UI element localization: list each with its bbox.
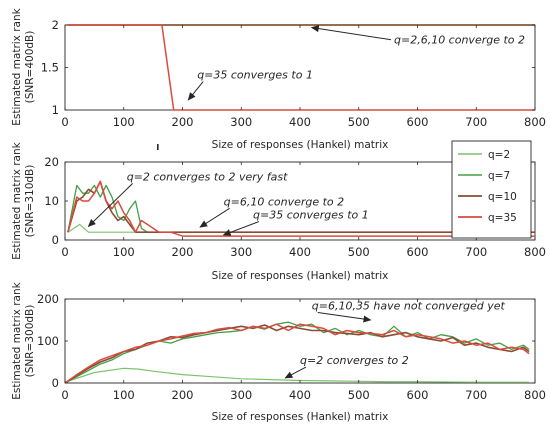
x-tick-label: 100 xyxy=(113,245,135,259)
legend-box xyxy=(451,140,532,239)
x-tick-label: 200 xyxy=(172,115,194,129)
series-line-q2 xyxy=(64,367,530,383)
legend-label: q=7 xyxy=(488,170,510,182)
annotation-arrow xyxy=(199,207,230,228)
x-tick-label: 0 xyxy=(61,115,68,129)
y-tick-label: 200 xyxy=(37,292,59,306)
x-tick-label: 500 xyxy=(348,115,370,129)
y-tick-label: 10 xyxy=(44,194,59,208)
x-tick-label: 300 xyxy=(230,245,252,259)
x-axis-label: Size of responses (Hankel) matrix xyxy=(212,139,389,151)
dot-mark xyxy=(157,144,159,150)
series-line-q10 xyxy=(67,180,535,233)
x-tick-label: 800 xyxy=(524,388,546,402)
annotation-text: q=35 converges to 1 xyxy=(197,69,313,82)
y-tick-label: 1 xyxy=(52,103,59,117)
y-tick-label: 20 xyxy=(44,155,59,169)
legend: q=2 q=7 q=10 q=35 xyxy=(451,140,532,239)
x-axis-label: Size of responses (Hankel) matrix xyxy=(212,270,389,282)
series-line-q2 xyxy=(67,223,535,233)
y-axis-label-snr: (SNR=400dB) xyxy=(24,31,36,104)
y-tick-label: 100 xyxy=(37,334,59,348)
stray-dot xyxy=(157,144,159,150)
x-tick-label: 0 xyxy=(61,245,68,259)
x-tick-label: 800 xyxy=(524,115,546,129)
chart-panel-1: 0 100 200 300 400 500 600 700 800 1 1.5 2 Size of re… xyxy=(11,7,546,151)
x-tick-label: 100 xyxy=(113,115,135,129)
annotation-text: q=6,10 converge to 2 xyxy=(224,195,345,208)
x-tick-label: 700 xyxy=(465,245,487,259)
annotation-text: q=2 converges to 2 very fast xyxy=(127,170,288,183)
series-line-q7 xyxy=(64,321,530,384)
annotation-arrow xyxy=(87,182,134,228)
x-tick-label: 700 xyxy=(465,388,487,402)
x-tick-label: 500 xyxy=(348,245,370,259)
x-tick-label: 300 xyxy=(230,115,252,129)
series-line-q10 xyxy=(64,324,530,384)
annotation-text: q=2,6,10 converge to 2 xyxy=(394,34,525,47)
x-tick-label: 600 xyxy=(407,245,429,259)
annotation-arrow xyxy=(284,366,307,379)
legend-label: q=2 xyxy=(488,149,510,161)
x-tick-label: 400 xyxy=(289,388,311,402)
annotation-text: q=35 converges to 1 xyxy=(253,209,369,222)
legend-label: q=10 xyxy=(488,191,517,203)
x-tick-label: 200 xyxy=(172,245,194,259)
chart-panel-3: 0 100 200 300 400 500 600 700 800 0 100 200 Size of … xyxy=(11,281,546,423)
y-tick-label: 2 xyxy=(52,18,59,32)
x-tick-label: 300 xyxy=(230,388,252,402)
y-tick-label: 0 xyxy=(52,233,59,247)
chart-panel-2: 0 100 200 300 400 500 600 700 800 0 10 20 Size of re… xyxy=(11,141,546,282)
y-axis-label: Estimated matrix rank xyxy=(11,281,23,399)
x-tick-label: 600 xyxy=(407,388,429,402)
annotation-arrow xyxy=(310,25,392,41)
x-tick-label: 400 xyxy=(289,115,311,129)
x-axis-label: Size of responses (Hankel) matrix xyxy=(212,411,389,423)
y-tick-label: 1.5 xyxy=(41,61,59,75)
x-tick-label: 400 xyxy=(289,245,311,259)
annotation-text: q=2 converges to 2 xyxy=(300,354,409,367)
x-tick-label: 700 xyxy=(465,115,487,129)
annotation-arrow xyxy=(222,221,260,236)
legend-label: q=35 xyxy=(488,212,517,224)
y-axis-label: Estimated matrix rank xyxy=(11,141,23,259)
x-tick-label: 0 xyxy=(61,388,68,402)
y-axis-label-snr: (SNR=300dB) xyxy=(24,305,36,378)
series-line-q35 xyxy=(64,323,530,384)
y-axis-label-snr: (SNR=310dB) xyxy=(24,165,36,238)
series-line-q35 xyxy=(67,24,535,111)
x-tick-label: 800 xyxy=(524,245,546,259)
y-axis-label: Estimated matrix rank xyxy=(11,7,23,125)
annotation-text: q=6,10,35 have not converged yet xyxy=(312,300,506,313)
x-tick-label: 600 xyxy=(407,115,429,129)
series-line-q35 xyxy=(67,180,535,237)
x-tick-label: 100 xyxy=(113,388,135,402)
annotation-arrow xyxy=(317,312,372,323)
y-tick-label: 0 xyxy=(52,376,59,390)
x-tick-label: 200 xyxy=(172,388,194,402)
x-tick-label: 500 xyxy=(348,388,370,402)
annotation-arrow xyxy=(187,81,204,101)
